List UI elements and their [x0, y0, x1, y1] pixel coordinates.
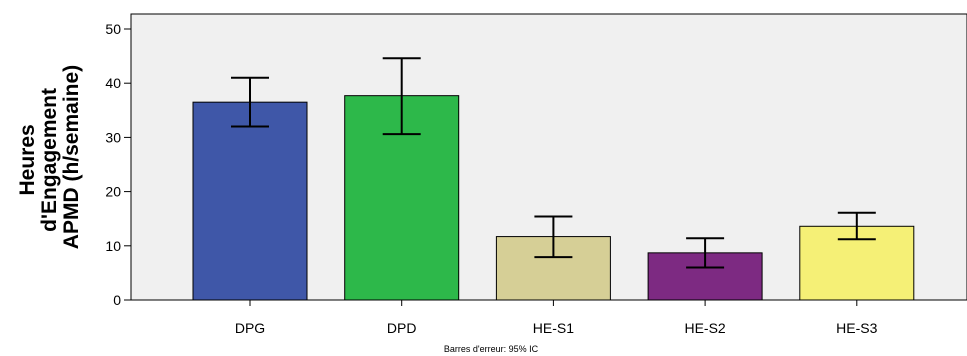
- x-tick-label: HE-S3: [836, 320, 877, 336]
- x-tick-label: HE-S1: [533, 320, 574, 336]
- x-tick-label: DPG: [235, 320, 265, 336]
- x-axis: DPG DPD HE-S1 HE-S2 HE-S3: [235, 300, 878, 336]
- y-axis-title-line-3: APMD (h/semaine): [60, 65, 83, 249]
- y-tick-label: 10: [105, 238, 121, 254]
- y-tick-label: 50: [105, 21, 121, 37]
- y-tick-label: 0: [113, 292, 121, 308]
- y-tick-label: 20: [105, 184, 121, 200]
- y-axis-title: Heures d'Engagement APMD (h/semaine): [16, 65, 83, 249]
- y-axis-title-line-1: Heures: [16, 124, 39, 195]
- error-bar-footnote: Barres d'erreur: 95% IC: [444, 344, 539, 354]
- y-axis-title-line-2: d'Engagement: [38, 88, 61, 232]
- x-tick-label: HE-S2: [684, 320, 725, 336]
- y-axis: 0 10 20 30 40 50: [105, 21, 131, 308]
- bar-dpg: [193, 102, 307, 300]
- y-tick-label: 40: [105, 75, 121, 91]
- x-tick-label: DPD: [387, 320, 417, 336]
- y-tick-label: 30: [105, 129, 121, 145]
